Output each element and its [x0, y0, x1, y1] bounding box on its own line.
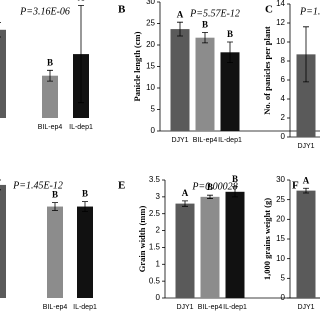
error-bar	[303, 26, 309, 83]
y-axis-label: Panicle length (cm)	[132, 31, 142, 101]
y-tick-label: 0	[156, 293, 161, 302]
panel-label: C	[265, 4, 273, 16]
x-tick-label: DJY1	[171, 137, 188, 144]
error-bar	[303, 187, 309, 194]
bar	[296, 54, 316, 137]
y-tick-label: 4	[281, 94, 286, 103]
bar	[175, 203, 195, 298]
bar	[0, 29, 6, 118]
error-bar	[82, 201, 88, 212]
bar	[77, 206, 93, 298]
y-axis-label: 1,000 grains weight (g)	[262, 198, 272, 280]
significance-letter: B	[202, 20, 208, 30]
x-tick-label: IL-dep1	[218, 137, 242, 144]
y-tick-label: 10	[276, 37, 285, 46]
x-tick-label: BIL-ep4	[43, 304, 68, 311]
y-tick-label: 0.5	[149, 276, 161, 285]
bar	[200, 196, 220, 298]
significance-letter: B	[232, 174, 238, 184]
significance-letter: B	[47, 57, 53, 67]
p-value: P=1.45E-12	[12, 180, 63, 191]
significance-letter: A	[303, 175, 310, 185]
y-tick-label: 14	[276, 0, 285, 8]
y-tick-label: 10	[146, 83, 155, 92]
y-tick-label: 3	[156, 192, 161, 201]
bar	[225, 191, 245, 298]
y-tick-label: 5	[151, 105, 156, 114]
x-tick-label: BIL-ep4	[193, 137, 218, 144]
x-tick-label: DJY1	[297, 143, 314, 150]
bar	[296, 190, 316, 298]
panel-label: E	[118, 180, 125, 192]
significance-letter: B	[227, 29, 233, 39]
y-tick-label: 5	[281, 273, 286, 282]
significance-letter: A	[182, 188, 189, 198]
error-bar	[202, 32, 208, 44]
y-tick-label: 15	[146, 62, 155, 71]
x-tick-label: DJY1	[176, 304, 193, 311]
p-value: P=5.57E-12	[189, 8, 240, 19]
y-axis-label: Grain width (mm)	[137, 206, 147, 273]
bar	[220, 52, 240, 132]
error-bar	[182, 200, 188, 207]
y-tick-label: 2	[281, 113, 286, 122]
y-tick-label: 8	[281, 56, 286, 65]
y-tick-label: 20	[276, 214, 285, 223]
y-tick-label: 1.5	[149, 243, 161, 252]
significance-letter: A	[177, 9, 184, 19]
x-tick-label: DJY1	[297, 304, 314, 311]
p-value: P=3.16E-06	[19, 6, 70, 17]
y-tick-label: 25	[276, 195, 285, 204]
y-tick-label: 1	[156, 259, 161, 268]
bar	[0, 184, 6, 298]
bar	[170, 29, 190, 132]
y-tick-label: 30	[146, 0, 155, 6]
error-bar	[52, 202, 58, 211]
x-tick-label: IL-dep1	[73, 304, 97, 311]
p-value: P=0.00028	[191, 181, 237, 192]
y-tick-label: 20	[146, 40, 155, 49]
error-bar	[78, 5, 84, 104]
x-tick-label: BIL-ep4	[38, 124, 63, 131]
bar	[195, 37, 215, 131]
y-tick-label: 25	[146, 19, 155, 28]
y-tick-label: 15	[276, 234, 285, 243]
y-tick-label: 0	[281, 132, 286, 141]
significance-letter: B	[82, 189, 88, 199]
y-tick-label: 12	[276, 18, 285, 27]
significance-letter: B	[52, 190, 58, 200]
significance-letter: B	[207, 182, 213, 192]
y-tick-label: 0	[151, 126, 156, 135]
y-tick-label: 0	[281, 293, 286, 302]
error-bar	[207, 194, 213, 199]
error-bar	[47, 69, 53, 82]
bar	[42, 75, 58, 118]
y-tick-label: 10	[276, 254, 285, 263]
x-tick-label: IL-dep1	[69, 124, 93, 131]
y-axis-label: No. of panicles per plant	[262, 26, 272, 115]
error-bar	[227, 41, 233, 64]
y-tick-label: 30	[276, 175, 285, 184]
error-bar	[232, 186, 238, 198]
x-tick-label: BIL-ep4	[198, 304, 223, 311]
panel-label: F	[292, 180, 299, 192]
y-tick-label: 2	[156, 226, 161, 235]
y-tick-label: 3.5	[149, 175, 161, 184]
y-tick-label: 6	[281, 75, 286, 84]
p-value: P=1.96	[299, 6, 320, 17]
x-tick-label: IL-dep1	[223, 304, 247, 311]
y-tick-label: 2.5	[149, 209, 161, 218]
error-bar	[177, 21, 183, 37]
significance-letter: A	[78, 0, 85, 3]
panel-label: B	[118, 4, 126, 16]
bar	[47, 206, 63, 298]
